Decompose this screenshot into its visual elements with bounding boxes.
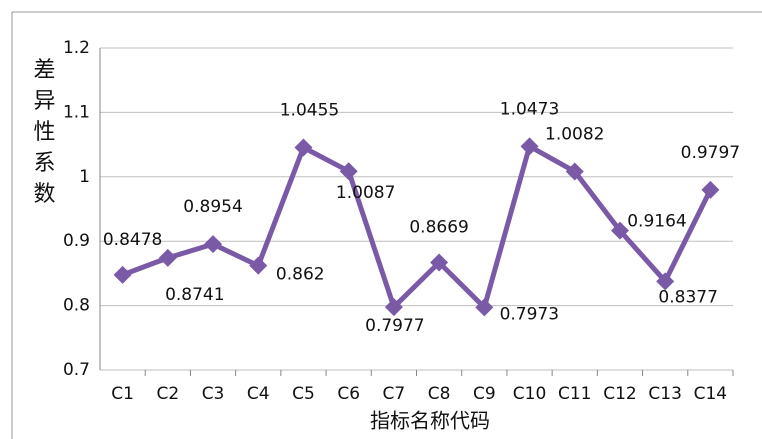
x-tick-label: C10: [513, 384, 547, 404]
y-tick-label: 1.2: [63, 38, 90, 58]
data-point: [701, 180, 720, 199]
data-label: 0.9164: [627, 212, 686, 232]
data-label: 0.8669: [409, 218, 468, 238]
y-axis-label-group: 差异性系数: [30, 58, 56, 213]
series-line: [121, 143, 713, 310]
data-label: 0.8741: [165, 285, 224, 305]
y-tick-label: 0.8: [63, 296, 90, 316]
data-point: [656, 272, 675, 291]
data-label: 0.7973: [500, 304, 559, 324]
x-tick-label: C13: [648, 384, 682, 404]
x-tick-label: C5: [292, 384, 315, 404]
y-tick-label: 1: [79, 167, 90, 187]
data-point: [158, 248, 177, 267]
data-point: [565, 162, 584, 181]
x-tick-label: C11: [558, 384, 592, 404]
y-tick-label: 1.1: [63, 102, 90, 122]
data-label: 0.8377: [658, 287, 717, 307]
y-axis-label: 差异性系数: [30, 58, 56, 213]
x-tick-label: C7: [383, 384, 406, 404]
data-point: [294, 138, 313, 157]
data-label: 1.0455: [280, 100, 339, 120]
y-tick-label: 0.9: [63, 231, 90, 251]
data-label: 0.862: [276, 265, 325, 285]
y-tick-label: 0.7: [63, 360, 90, 380]
x-tick-label: C4: [247, 384, 270, 404]
data-point: [610, 221, 629, 240]
x-tick-label: C9: [473, 384, 496, 404]
x-tick-label: C14: [694, 384, 728, 404]
data-label: 1.0082: [545, 125, 604, 145]
data-point: [475, 298, 494, 317]
data-label: 1.0087: [336, 183, 395, 203]
data-point: [339, 162, 358, 181]
data-label: 0.7977: [365, 316, 424, 336]
x-tick-label: C8: [428, 384, 451, 404]
x-tick-label: C3: [202, 384, 225, 404]
x-tick-label: C2: [156, 384, 179, 404]
data-point: [430, 253, 449, 272]
x-tick-label: C1: [111, 384, 134, 404]
data-point: [113, 265, 132, 284]
data-label: 1.0473: [500, 99, 559, 119]
data-point: [384, 298, 403, 317]
data-point: [249, 256, 268, 275]
data-label: 0.8954: [183, 197, 242, 217]
data-label: 0.9797: [681, 143, 740, 163]
x-tick-label: C6: [337, 384, 360, 404]
data-label: 0.8478: [103, 230, 162, 250]
data-point: [520, 137, 539, 156]
x-axis-label: 指标名称代码: [370, 409, 490, 433]
data-point: [204, 235, 223, 254]
x-tick-label: C12: [603, 384, 637, 404]
